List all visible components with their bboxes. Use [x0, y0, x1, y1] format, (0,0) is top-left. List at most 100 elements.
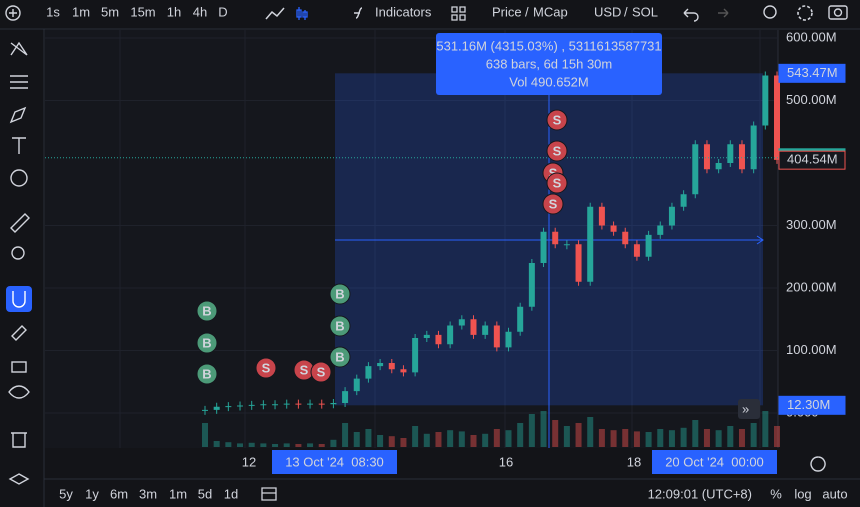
range-button[interactable]: 1d: [224, 486, 238, 501]
add-icon[interactable]: [5, 5, 21, 21]
trade-marker: [329, 283, 351, 305]
separator: /: [525, 4, 529, 19]
magnet-active[interactable]: [6, 286, 32, 312]
trade-marker-label: B: [335, 349, 344, 364]
tool-icon[interactable]: [12, 137, 26, 154]
interval-button[interactable]: 1h: [167, 4, 181, 19]
percent-toggle[interactable]: %: [770, 486, 782, 501]
range-button[interactable]: 3m: [139, 486, 157, 501]
camera-icon[interactable]: [828, 5, 848, 20]
indicators-button[interactable]: Indicators: [375, 4, 432, 19]
volume-bar: [774, 426, 780, 447]
goto-icon[interactable]: [261, 487, 277, 501]
candle: [727, 144, 734, 163]
candle: [703, 144, 710, 170]
price-toggle[interactable]: Price: [492, 4, 522, 19]
volume-bar: [400, 438, 407, 447]
y-tick-label: 100.00M: [786, 342, 837, 357]
volume-bar: [657, 429, 664, 447]
undo-icon[interactable]: [683, 8, 699, 22]
candle-icon[interactable]: [296, 7, 308, 20]
volume-bar: [587, 417, 594, 447]
tool-icon[interactable]: [11, 246, 25, 260]
volume-bar: [283, 443, 290, 447]
measure-arrow: [756, 235, 764, 245]
volume-bar: [680, 427, 687, 447]
tool-icon[interactable]: [8, 473, 30, 485]
candle: [202, 409, 208, 411]
layout-icon[interactable]: [451, 6, 466, 21]
volume-bar: [458, 431, 465, 447]
candle: [400, 369, 407, 373]
candle: [447, 325, 454, 345]
scroll-button[interactable]: [738, 399, 760, 419]
line-chart-icon[interactable]: [265, 7, 285, 20]
settings-icon[interactable]: [797, 5, 813, 21]
range-button[interactable]: 6m: [110, 486, 128, 501]
tool-icon[interactable]: [10, 169, 28, 187]
search-icon[interactable]: [763, 5, 777, 19]
trade-marker-label: B: [202, 303, 211, 318]
tool-icon[interactable]: [8, 385, 30, 399]
candle: [377, 363, 384, 367]
price-badge: [778, 63, 846, 83]
time-badge-label: 13 Oct '24 08:30: [285, 454, 384, 469]
interval-button[interactable]: D: [218, 4, 227, 19]
candle: [715, 163, 722, 170]
range-button[interactable]: 5d: [198, 486, 212, 501]
tooltip-text: Vol 490.652M: [509, 74, 589, 89]
y-tick-label: 600.00M: [786, 29, 837, 44]
tooltip: [436, 33, 662, 95]
tool-icon[interactable]: [10, 41, 28, 56]
candle: [225, 406, 232, 408]
candle: [330, 403, 337, 405]
interval-button[interactable]: 1s: [46, 4, 60, 19]
axis-settings-icon[interactable]: [810, 456, 826, 472]
range-button[interactable]: 1y: [85, 486, 99, 501]
volume-bar: [598, 429, 605, 447]
volume-bar: [575, 423, 582, 447]
y-tick-label: 200.00M: [786, 279, 837, 294]
tool-icon[interactable]: [11, 325, 27, 341]
candle: [668, 206, 675, 226]
trade-marker: [329, 346, 351, 368]
trade-marker-label: S: [317, 364, 326, 379]
candle: [493, 325, 500, 348]
volume-bar: [423, 433, 430, 447]
y-tick-label: 300.00M: [786, 217, 837, 232]
interval-button[interactable]: 5m: [101, 4, 119, 19]
volume-bar: [272, 444, 279, 447]
volume-bar: [412, 426, 419, 447]
interval-button[interactable]: 15m: [130, 4, 155, 19]
fx-icon[interactable]: [354, 7, 363, 19]
redo-icon[interactable]: [718, 8, 729, 18]
volume-bar: [377, 435, 384, 447]
candle: [435, 334, 442, 345]
tool-icon[interactable]: [11, 361, 27, 373]
candle: [528, 263, 535, 307]
range-button[interactable]: 5y: [59, 486, 73, 501]
volume-bar: [225, 442, 232, 447]
range-button[interactable]: 1m: [169, 486, 187, 501]
auto-toggle[interactable]: auto: [822, 486, 847, 501]
volume-bar: [237, 443, 244, 447]
interval-button[interactable]: 1m: [72, 4, 90, 19]
tool-icon[interactable]: [9, 106, 27, 124]
time-label: 16: [499, 454, 513, 469]
candle: [388, 363, 395, 370]
price-badge-label: 12.30M: [787, 397, 830, 412]
volume-bar: [307, 443, 314, 447]
usd-toggle[interactable]: USD: [594, 4, 621, 19]
candle: [610, 225, 617, 232]
interval-button[interactable]: 4h: [193, 4, 207, 19]
tool-icon[interactable]: [10, 75, 28, 89]
log-toggle[interactable]: log: [794, 486, 811, 501]
tool-icon[interactable]: [11, 432, 27, 448]
candle: [423, 334, 430, 338]
tool-icon[interactable]: [10, 213, 30, 233]
time-label: 18: [627, 454, 641, 469]
volume-bar: [703, 429, 710, 447]
sol-toggle[interactable]: SOL: [632, 4, 658, 19]
mcap-toggle[interactable]: MCap: [533, 4, 568, 19]
